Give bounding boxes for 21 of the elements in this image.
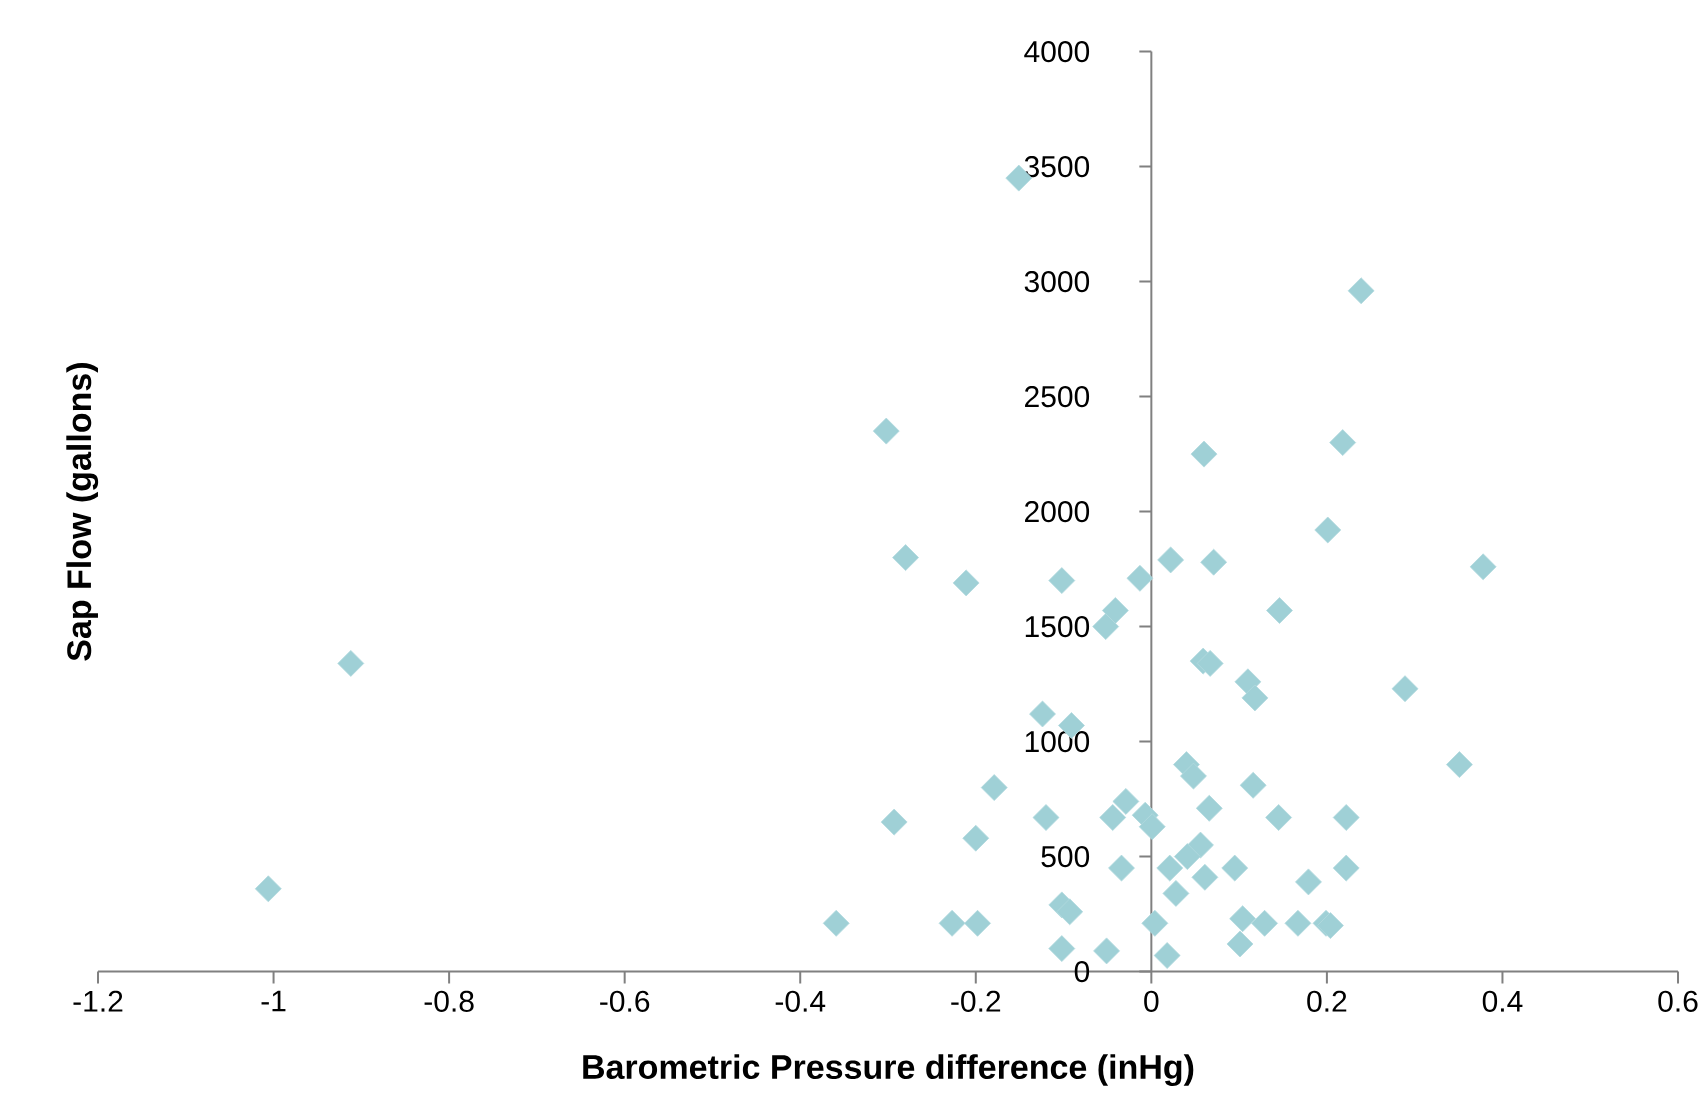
x-tick-label: -0.4 xyxy=(775,990,826,1012)
x-tick-label: -0.6 xyxy=(600,990,650,1012)
x-tick-label: 0.6 xyxy=(1658,990,1698,1012)
x-axis-title: Barometric Pressure difference (inHg) xyxy=(583,1054,1194,1086)
x-tick-label: -1.2 xyxy=(73,990,123,1012)
y-tick-label: 1500 xyxy=(1025,615,1090,638)
y-tick-label: 3000 xyxy=(1024,270,1090,293)
y-tick-label: 1000 xyxy=(1025,730,1090,753)
x-tick-label: -1 xyxy=(261,990,286,1012)
y-axis-title: Sap Flow (gallons) xyxy=(66,363,99,661)
y-tick-label: 500 xyxy=(1041,845,1090,868)
x-tick-label: -0.2 xyxy=(951,990,1001,1012)
x-tick-label: 0 xyxy=(1144,990,1159,1012)
x-tick-label: 0.2 xyxy=(1307,990,1347,1012)
y-tick-label: 2000 xyxy=(1025,500,1090,523)
y-tick-label: 0 xyxy=(1074,960,1090,983)
x-tick-label: 0.4 xyxy=(1482,990,1523,1012)
x-tick-label: -0.8 xyxy=(424,990,474,1012)
y-tick-label: 2500 xyxy=(1025,385,1090,408)
y-tick-label: 3500 xyxy=(1024,155,1090,178)
y-tick-label: 4000 xyxy=(1024,40,1090,63)
